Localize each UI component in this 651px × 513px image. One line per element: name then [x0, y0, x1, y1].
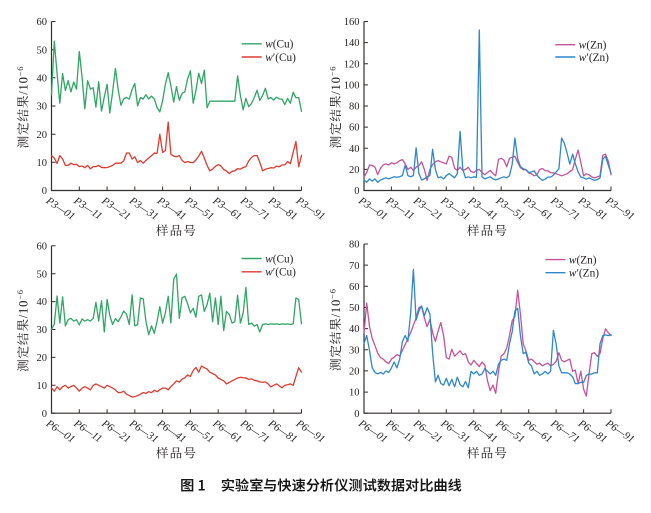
svg-text:P6—01: P6—01 — [355, 417, 389, 445]
svg-text:P3—71: P3—71 — [237, 194, 271, 222]
svg-text:P3—01: P3—01 — [43, 194, 77, 222]
svg-text:P6—41: P6—41 — [465, 417, 499, 445]
svg-text:50: 50 — [349, 303, 360, 314]
svg-text:40: 40 — [349, 324, 360, 335]
svg-text:20: 20 — [349, 367, 360, 378]
svg-text:P6—51: P6—51 — [493, 417, 527, 445]
svg-text:P3—71: P3—71 — [548, 194, 582, 222]
svg-text:w(Zn): w(Zn) — [569, 254, 597, 266]
svg-text:P6—61: P6—61 — [520, 417, 554, 445]
svg-text:P6—31: P6—31 — [126, 417, 160, 445]
svg-text:50: 50 — [37, 45, 48, 56]
svg-text:P6—11: P6—11 — [383, 417, 416, 445]
svg-text:10: 10 — [37, 158, 48, 169]
svg-text:P3—41: P3—41 — [465, 194, 499, 222]
svg-text:样品号: 样品号 — [466, 443, 508, 462]
svg-text:40: 40 — [349, 144, 360, 155]
svg-text:P6—41: P6—41 — [154, 417, 188, 445]
svg-text:P3—11: P3—11 — [71, 194, 104, 222]
svg-text:P6—21: P6—21 — [99, 417, 133, 445]
svg-text:w′(Cu): w′(Cu) — [265, 267, 296, 279]
svg-text:w′(Cu): w′(Cu) — [265, 52, 296, 64]
svg-text:P3—41: P3—41 — [154, 194, 188, 222]
svg-text:P3—81: P3—81 — [265, 194, 299, 222]
svg-text:P3—81: P3—81 — [575, 194, 609, 222]
svg-text:60: 60 — [37, 17, 48, 28]
svg-text:测定结果/10−6: 测定结果/10−6 — [13, 66, 32, 149]
svg-text:P6—81: P6—81 — [265, 417, 299, 445]
svg-text:P6—51: P6—51 — [182, 417, 216, 445]
svg-text:P3—91: P3—91 — [293, 194, 327, 222]
svg-text:40: 40 — [37, 73, 48, 84]
svg-text:P6—71: P6—71 — [237, 417, 271, 445]
svg-text:60: 60 — [349, 282, 360, 293]
svg-text:10: 10 — [37, 381, 48, 392]
svg-text:20: 20 — [37, 130, 48, 141]
svg-text:P3—01: P3—01 — [355, 194, 389, 222]
svg-text:P3—21: P3—21 — [410, 194, 444, 222]
svg-text:w(Cu): w(Cu) — [265, 253, 293, 265]
svg-text:P3—11: P3—11 — [383, 194, 416, 222]
svg-text:0: 0 — [354, 186, 359, 197]
svg-text:P3—61: P3—61 — [210, 194, 244, 222]
svg-text:P3—31: P3—31 — [438, 194, 472, 222]
svg-text:40: 40 — [37, 297, 48, 308]
svg-text:P3—51: P3—51 — [493, 194, 527, 222]
svg-text:P3—51: P3—51 — [182, 194, 216, 222]
svg-text:60: 60 — [37, 241, 48, 252]
svg-text:样品号: 样品号 — [155, 443, 197, 462]
svg-text:30: 30 — [37, 325, 48, 336]
svg-text:P6—01: P6—01 — [43, 417, 77, 445]
svg-text:80: 80 — [349, 102, 360, 113]
svg-text:测定结果/10−6: 测定结果/10−6 — [325, 288, 344, 371]
svg-text:0: 0 — [354, 409, 359, 420]
svg-text:样品号: 样品号 — [466, 220, 508, 239]
svg-text:30: 30 — [349, 345, 360, 356]
svg-text:50: 50 — [37, 269, 48, 280]
svg-text:w′(Zn): w′(Zn) — [579, 52, 609, 64]
svg-text:P3—61: P3—61 — [520, 194, 554, 222]
svg-text:120: 120 — [344, 59, 360, 70]
svg-text:样品号: 样品号 — [155, 220, 197, 239]
svg-text:测定结果/10−6: 测定结果/10−6 — [325, 66, 344, 149]
svg-text:60: 60 — [349, 123, 360, 134]
svg-text:P3—21: P3—21 — [99, 194, 133, 222]
svg-text:0: 0 — [42, 186, 47, 197]
svg-text:30: 30 — [37, 102, 48, 113]
svg-text:P6—61: P6—61 — [210, 417, 244, 445]
svg-text:w′(Zn): w′(Zn) — [569, 268, 599, 280]
svg-text:80: 80 — [349, 240, 360, 251]
svg-text:测定结果/10−6: 测定结果/10−6 — [13, 289, 32, 372]
svg-text:160: 160 — [344, 17, 360, 28]
svg-text:20: 20 — [349, 165, 360, 176]
svg-text:P6—91: P6—91 — [293, 417, 327, 445]
svg-text:70: 70 — [349, 261, 360, 272]
svg-text:P6—31: P6—31 — [438, 417, 472, 445]
svg-text:10: 10 — [349, 388, 360, 399]
svg-text:P6—11: P6—11 — [71, 417, 104, 445]
svg-text:140: 140 — [344, 38, 360, 49]
svg-text:P3—31: P3—31 — [126, 194, 160, 222]
svg-text:P6—71: P6—71 — [548, 417, 582, 445]
svg-text:P6—91: P6—91 — [602, 417, 636, 445]
svg-text:20: 20 — [37, 353, 48, 364]
svg-text:P6—21: P6—21 — [410, 417, 444, 445]
svg-text:w(Zn): w(Zn) — [579, 40, 607, 52]
svg-text:w(Cu): w(Cu) — [265, 39, 293, 51]
svg-text:100: 100 — [344, 81, 360, 92]
svg-text:P3—91: P3—91 — [602, 194, 636, 222]
svg-text:P6—81: P6—81 — [575, 417, 609, 445]
svg-text:0: 0 — [42, 409, 47, 420]
